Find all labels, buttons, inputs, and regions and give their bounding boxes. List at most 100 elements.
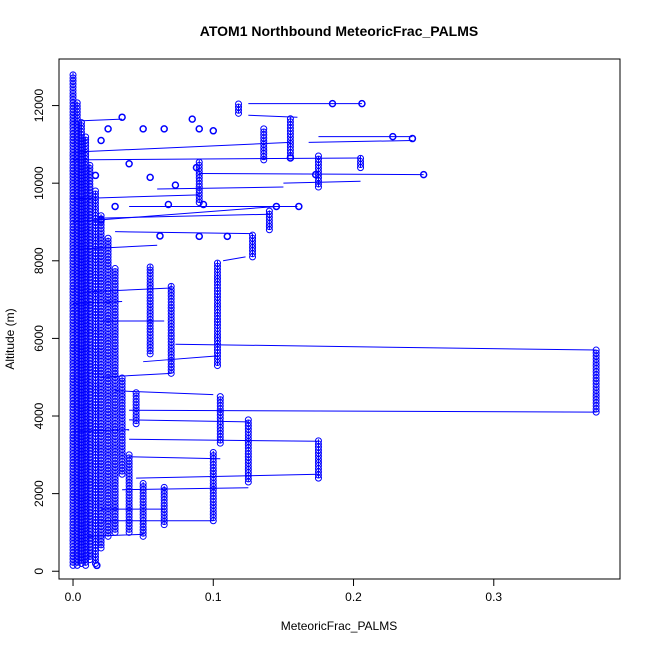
data-point bbox=[328, 99, 337, 108]
connector-line bbox=[73, 194, 200, 200]
connector-line bbox=[80, 244, 158, 250]
connector-line bbox=[248, 114, 298, 118]
connector-line bbox=[136, 473, 319, 479]
data-point bbox=[286, 115, 294, 123]
data-point bbox=[314, 155, 322, 163]
data-point bbox=[167, 282, 175, 290]
data-point bbox=[358, 99, 366, 108]
connector-line bbox=[122, 487, 249, 491]
connector-line bbox=[87, 533, 144, 537]
data-point bbox=[73, 102, 81, 110]
data-point bbox=[69, 74, 77, 82]
connector-line bbox=[199, 172, 424, 176]
x-tick-label: 0.0 bbox=[65, 590, 82, 604]
data-point bbox=[213, 262, 221, 270]
data-point bbox=[86, 164, 94, 172]
y-tick-label: 8000 bbox=[32, 247, 46, 274]
y-tick-label: 4000 bbox=[32, 402, 46, 429]
data-point bbox=[97, 212, 105, 220]
data-point bbox=[146, 263, 154, 271]
data-point bbox=[249, 231, 257, 239]
data-point bbox=[125, 160, 133, 168]
data-point bbox=[77, 119, 85, 127]
data-point bbox=[171, 181, 180, 189]
data-point bbox=[260, 128, 268, 136]
data-point bbox=[160, 487, 168, 495]
connector-line bbox=[73, 301, 123, 304]
data-point bbox=[91, 187, 99, 195]
connector-line bbox=[73, 141, 291, 153]
data-point bbox=[244, 416, 252, 424]
connector-line bbox=[308, 139, 413, 143]
connector-line bbox=[175, 343, 597, 351]
data-point bbox=[311, 170, 320, 179]
y-tick-label: 12000 bbox=[32, 89, 46, 123]
data-point bbox=[146, 173, 154, 182]
data-marks bbox=[69, 71, 600, 570]
data-point bbox=[408, 134, 417, 143]
connector-line bbox=[87, 287, 172, 293]
data-point bbox=[260, 125, 268, 133]
data-point bbox=[104, 237, 112, 245]
y-axis-label: Altitude (m) bbox=[3, 308, 17, 369]
data-point bbox=[118, 377, 126, 385]
data-point bbox=[199, 200, 208, 209]
x-axis: 0.0 0.1 0.2 0.3 bbox=[65, 578, 502, 604]
y-tick-label: 10000 bbox=[32, 166, 46, 200]
y-axis: 0 2000 4000 6000 8000 10000 12000 bbox=[32, 89, 60, 575]
data-point bbox=[272, 202, 281, 211]
connector-line bbox=[73, 118, 123, 122]
connector-line bbox=[283, 180, 361, 184]
data-point bbox=[125, 451, 133, 459]
data-point bbox=[209, 448, 217, 456]
data-point bbox=[216, 393, 224, 401]
data-point bbox=[216, 396, 224, 404]
data-point bbox=[104, 125, 112, 133]
data-point bbox=[286, 118, 294, 126]
data-point bbox=[132, 389, 140, 397]
connector-line bbox=[129, 419, 249, 423]
data-point bbox=[195, 232, 203, 241]
connector-line bbox=[143, 355, 218, 363]
connector-line bbox=[115, 231, 253, 235]
data-point bbox=[73, 99, 81, 107]
data-point bbox=[146, 266, 154, 274]
data-point bbox=[314, 152, 322, 160]
connector-line bbox=[72, 205, 277, 223]
data-point bbox=[97, 136, 105, 145]
data-point bbox=[118, 374, 126, 382]
data-point bbox=[188, 115, 196, 123]
data-point bbox=[213, 259, 221, 267]
data-point bbox=[164, 200, 173, 209]
data-point bbox=[160, 483, 168, 491]
connector-line bbox=[115, 390, 214, 396]
connector-line bbox=[73, 429, 130, 433]
x-tick-label: 0.1 bbox=[205, 590, 222, 604]
data-point bbox=[223, 232, 232, 241]
data-point bbox=[82, 133, 90, 141]
x-tick-label: 0.3 bbox=[485, 590, 502, 604]
connector-line bbox=[73, 157, 361, 161]
data-point bbox=[235, 100, 243, 108]
data-point bbox=[192, 163, 201, 172]
data-point bbox=[244, 419, 252, 427]
connector-line bbox=[101, 372, 172, 378]
data-point bbox=[139, 125, 147, 133]
data-point bbox=[195, 125, 203, 133]
data-point bbox=[156, 232, 164, 240]
data-point bbox=[235, 103, 243, 111]
data-point bbox=[118, 113, 126, 121]
connector-line bbox=[129, 438, 319, 442]
y-tick-label: 2000 bbox=[32, 480, 46, 507]
data-point bbox=[93, 561, 101, 570]
x-tick-label: 0.2 bbox=[345, 590, 362, 604]
data-point bbox=[111, 265, 119, 273]
data-point bbox=[111, 202, 119, 211]
data-point bbox=[82, 136, 90, 144]
data-point bbox=[125, 454, 133, 462]
data-point bbox=[592, 349, 600, 357]
data-point bbox=[265, 207, 273, 215]
data-point bbox=[167, 286, 175, 294]
connector-line bbox=[157, 186, 284, 190]
connector-line bbox=[223, 256, 246, 262]
